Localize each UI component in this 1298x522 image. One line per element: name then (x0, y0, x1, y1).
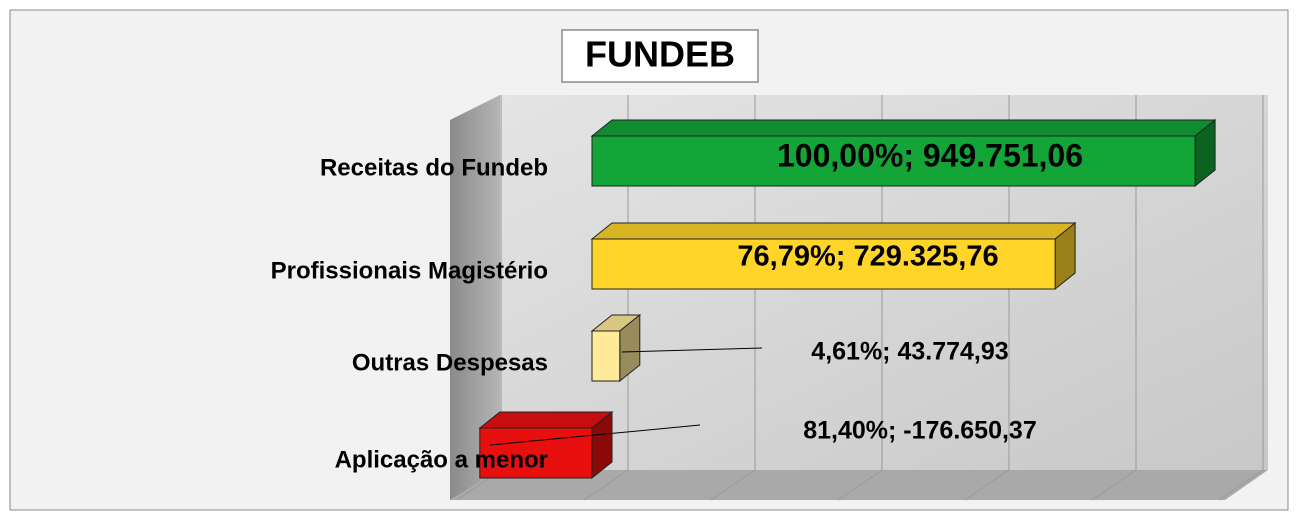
bar-top (590, 222, 1077, 240)
data-label: 100,00%; 949.751,06 (777, 137, 1083, 173)
bar-front (591, 135, 1196, 187)
leader-line (621, 347, 763, 353)
bar-top (478, 411, 614, 429)
y-tick-label: Receitas do Fundeb (320, 154, 548, 181)
title-box (561, 29, 759, 83)
data-label: 81,40%; -176.650,37 (803, 417, 1037, 445)
floor (450, 470, 1268, 500)
grid-line (1091, 95, 1137, 501)
grid-line (1218, 95, 1264, 501)
bar-top (590, 119, 1217, 137)
grid-line (583, 95, 629, 501)
chart-title: FUNDEB (585, 34, 735, 75)
y-tick-label: Profissionais Magistério (271, 257, 548, 284)
data-label: 4,61%; 43.774,93 (811, 338, 1008, 366)
grid-line (964, 95, 1010, 501)
data-label: 76,79%; 729.325,76 (737, 241, 998, 273)
bar (478, 410, 614, 480)
grid-line (710, 95, 756, 501)
bar (590, 221, 1077, 291)
bar (590, 313, 642, 383)
bar-front (479, 427, 593, 479)
bar (590, 118, 1217, 188)
grid-line (837, 95, 883, 501)
side-wall (450, 95, 500, 500)
bar-front (591, 330, 621, 382)
y-tick-label: Aplicação a menor (335, 446, 548, 473)
y-tick-label: Outras Despesas (352, 349, 548, 376)
bar-front (591, 238, 1056, 290)
leader-line (489, 424, 701, 446)
